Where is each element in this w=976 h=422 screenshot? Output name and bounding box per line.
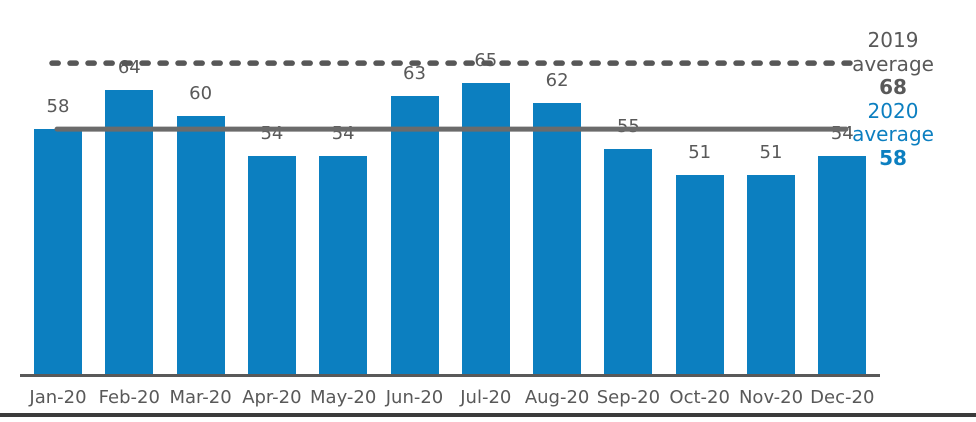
x-axis-label-feb-20: Feb-20 bbox=[98, 387, 160, 408]
x-axis-label-sep-20: Sep-20 bbox=[596, 387, 661, 408]
bar-apr-20 bbox=[247, 155, 296, 374]
bar-dec-20 bbox=[818, 155, 867, 374]
bar-value-label: 58 bbox=[46, 96, 70, 118]
bar-value-label: 64 bbox=[117, 56, 141, 78]
x-axis-label-jan-20: Jan-20 bbox=[29, 387, 87, 408]
x-axis-label-may-20: May-20 bbox=[310, 387, 377, 408]
bar-mar-20 bbox=[176, 115, 225, 374]
bar-may-20 bbox=[319, 155, 368, 374]
bar-nov-20 bbox=[747, 175, 795, 374]
legend-text-58: 58 bbox=[879, 145, 907, 170]
bar-jul-20 bbox=[461, 82, 510, 374]
x-axis-label-aug-20: Aug-20 bbox=[524, 387, 590, 408]
bottom-divider bbox=[0, 413, 976, 417]
bar-feb-20 bbox=[105, 89, 154, 374]
bar-value-label: 54 bbox=[260, 122, 284, 144]
x-axis-label-jun-20: Jun-20 bbox=[385, 387, 444, 408]
x-axis-line bbox=[20, 374, 880, 377]
x-axis-label-dec-20: Dec-20 bbox=[810, 387, 875, 408]
x-axis-label-apr-20: Apr-20 bbox=[242, 387, 302, 408]
bar-value-label: 63 bbox=[403, 63, 426, 85]
legend-text-average: average bbox=[852, 122, 934, 147]
bar-value-label: 55 bbox=[616, 115, 640, 137]
x-axis-label-nov-20: Nov-20 bbox=[738, 387, 804, 408]
legend-text-2020: 2020 bbox=[867, 98, 919, 123]
bar-jan-20 bbox=[34, 129, 82, 374]
bar-value-label: 54 bbox=[331, 122, 355, 144]
legend-text-2019: 2019 bbox=[867, 28, 919, 52]
bar-sep-20 bbox=[604, 148, 653, 374]
bar-value-label: 65 bbox=[474, 49, 498, 71]
bar-aug-20 bbox=[533, 102, 582, 374]
bar-value-label: 62 bbox=[545, 69, 569, 91]
bar-oct-20 bbox=[675, 175, 724, 374]
x-axis-label-jul-20: Jul-20 bbox=[460, 387, 512, 408]
average-legend: 2019 average 68 2020 average 58 bbox=[849, 28, 937, 171]
legend-text-average: average bbox=[852, 51, 934, 76]
bar-jun-20 bbox=[390, 96, 439, 374]
x-axis-label-mar-20: Mar-20 bbox=[169, 387, 232, 408]
bar-value-label: 60 bbox=[189, 82, 213, 104]
bar-value-label: 51 bbox=[688, 142, 712, 164]
bar-value-label: 51 bbox=[759, 142, 783, 164]
x-axis-label-oct-20: Oct-20 bbox=[669, 387, 730, 408]
legend-text-68: 68 bbox=[879, 75, 907, 100]
